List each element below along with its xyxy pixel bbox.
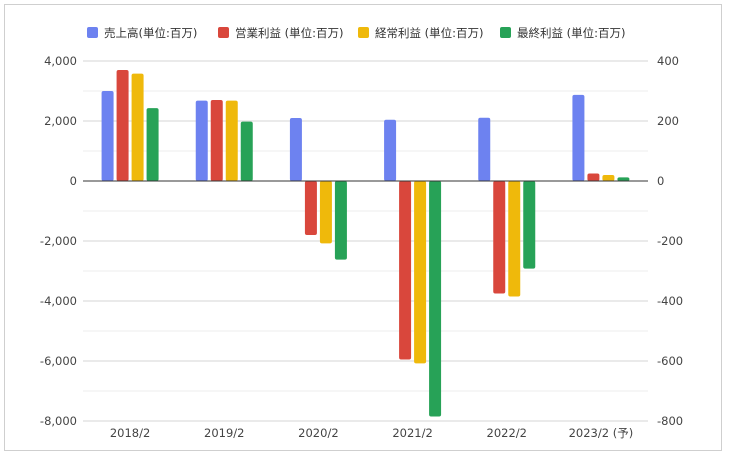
bar-2018/2-series-3	[131, 73, 144, 181]
right-tick-label: -400	[657, 294, 683, 308]
bar-2021/2-series-2	[399, 181, 412, 360]
bar-chart: 4,000 2,000 0 -2,000 -4,000 -6,000 -8,000 400 2…	[40, 26, 683, 440]
bars	[101, 70, 630, 417]
bar-2018/2-series-1	[101, 91, 114, 181]
bar-2023/2 (予)-series-4	[617, 177, 630, 181]
category-label: 2020/2	[298, 426, 338, 440]
left-tick-label: 4,000	[44, 54, 77, 68]
left-tick-label: -2,000	[40, 234, 77, 248]
legend-label: 売上高(単位:百万)	[104, 26, 197, 40]
category-label: 2018/2	[110, 426, 150, 440]
right-tick-label: 400	[657, 54, 679, 68]
bar-2021/2-series-4	[429, 181, 442, 417]
chart-frame: 4,000 2,000 0 -2,000 -4,000 -6,000 -8,000 400 2…	[4, 4, 722, 451]
bar-2021/2-series-3	[414, 181, 427, 364]
left-y-axis: 4,000 2,000 0 -2,000 -4,000 -6,000 -8,000	[40, 54, 77, 428]
legend-label: 経常利益 (単位:百万)	[375, 26, 484, 40]
bar-2023/2 (予)-series-3	[602, 175, 615, 181]
bar-2019/2-series-3	[225, 100, 238, 181]
category-label: 2019/2	[204, 426, 244, 440]
category-label: 2021/2	[392, 426, 432, 440]
legend: 売上高(単位:百万) 営業利益 (単位:百万) 経常利益 (単位:百万) 最終利益 (…	[87, 26, 626, 40]
right-y-axis: 400 200 0 -200 -400 -600 -800	[657, 54, 683, 428]
bar-2020/2-series-1	[289, 118, 302, 181]
legend-swatch	[87, 27, 98, 38]
bar-2020/2-series-4	[334, 181, 347, 260]
bar-2019/2-series-1	[195, 100, 208, 181]
legend-label: 最終利益 (単位:百万)	[517, 26, 626, 40]
left-tick-label: 2,000	[44, 114, 77, 128]
right-tick-label: -200	[657, 234, 683, 248]
left-tick-label: -4,000	[40, 294, 77, 308]
bar-2022/2-series-1	[478, 117, 491, 181]
x-axis: 2018/2 2019/2 2020/2 2021/2 2022/2 2023/2 (予)	[110, 426, 633, 440]
bar-2020/2-series-2	[304, 181, 317, 235]
bar-2023/2 (予)-series-1	[572, 94, 585, 181]
bar-2018/2-series-4	[146, 108, 159, 181]
category-label: 2022/2	[487, 426, 527, 440]
bar-2021/2-series-1	[384, 119, 397, 181]
bar-2019/2-series-4	[240, 121, 253, 181]
left-tick-label: -8,000	[40, 414, 77, 428]
right-tick-label: -800	[657, 414, 683, 428]
legend-swatch	[358, 27, 369, 38]
right-tick-label: 200	[657, 114, 679, 128]
legend-swatch	[218, 27, 229, 38]
bar-2019/2-series-2	[210, 100, 223, 181]
left-tick-label: -6,000	[40, 354, 77, 368]
left-tick-label: 0	[70, 174, 77, 188]
bar-2022/2-series-2	[493, 181, 506, 294]
right-tick-label: 0	[657, 174, 664, 188]
legend-label: 営業利益 (単位:百万)	[235, 26, 344, 40]
bar-2022/2-series-3	[508, 181, 521, 297]
bar-2018/2-series-2	[116, 70, 129, 181]
bar-2020/2-series-3	[319, 181, 332, 244]
bar-2023/2 (予)-series-2	[587, 173, 600, 181]
bar-2022/2-series-4	[523, 181, 536, 269]
legend-swatch	[500, 27, 511, 38]
right-tick-label: -600	[657, 354, 683, 368]
gridlines	[83, 60, 648, 422]
category-label: 2023/2 (予)	[569, 426, 634, 440]
